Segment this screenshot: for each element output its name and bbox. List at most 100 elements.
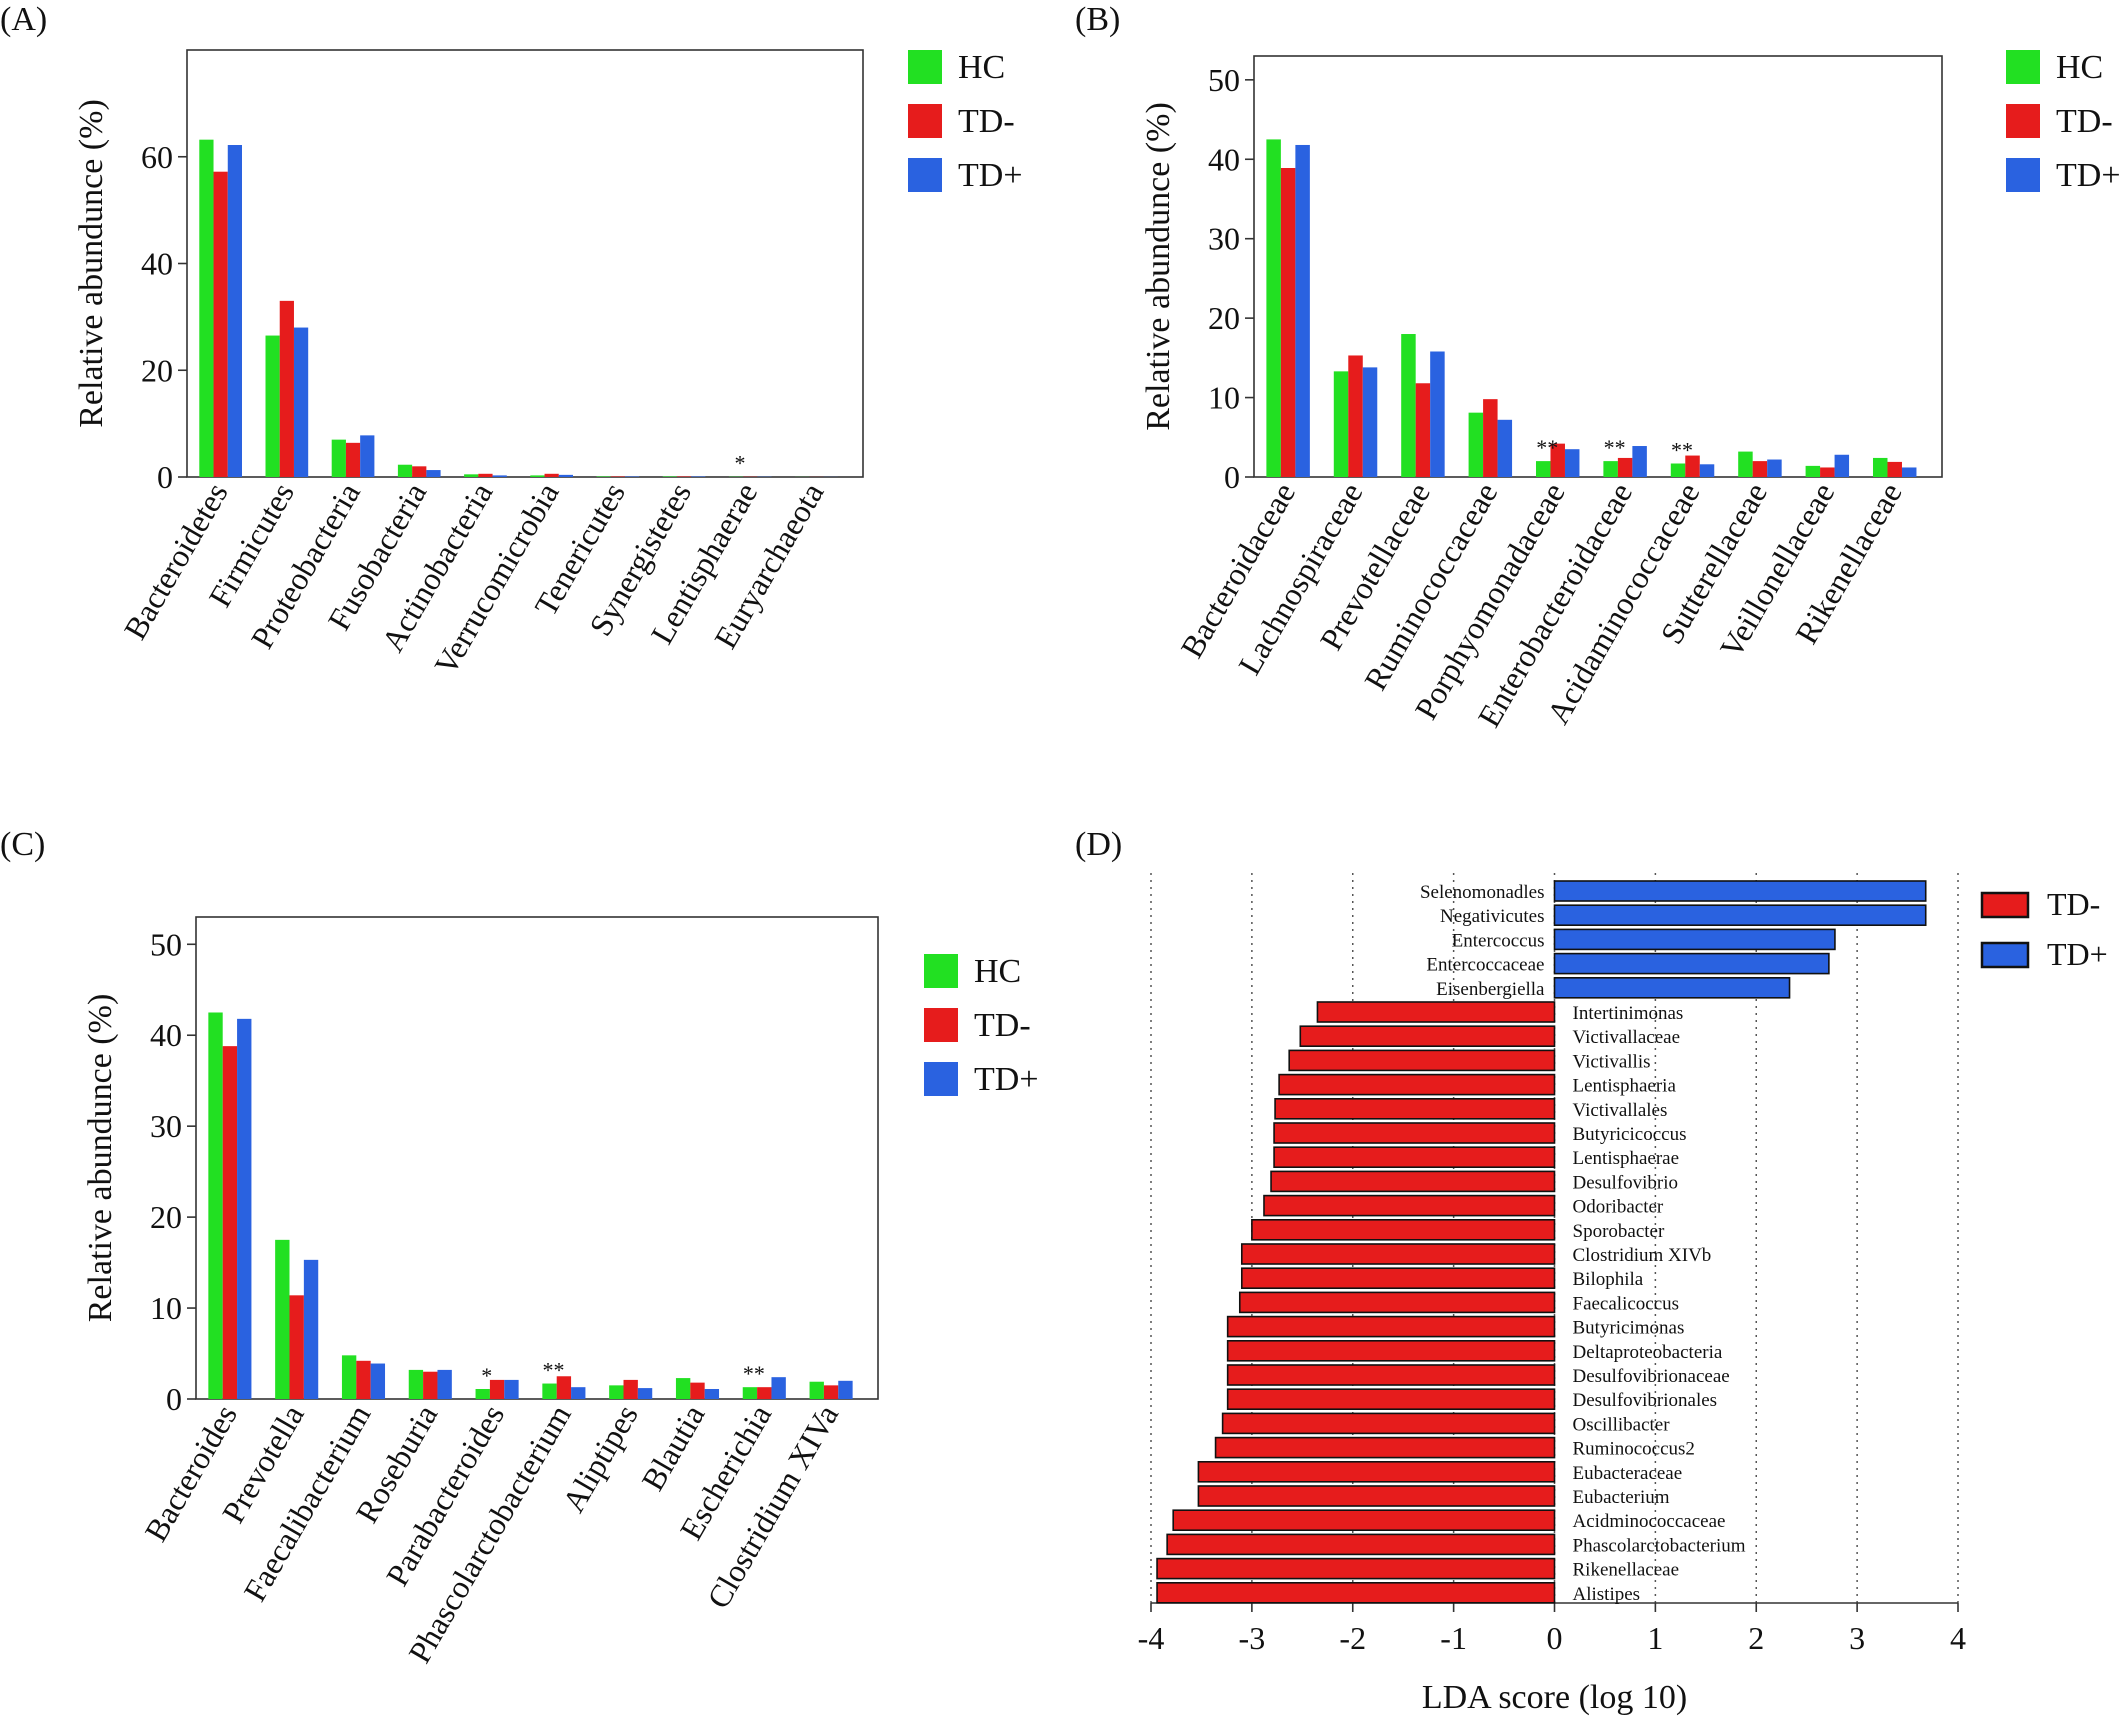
legend-swatch-hc (2006, 50, 2040, 84)
bar-hc-escherichia (742, 1387, 758, 1399)
panel-lda: (D) -4 -3 -2 -1 0 1 2 3 4 LDA score (log 10) Seleno… (1075, 826, 2108, 1716)
bar-td-enterobacteroidaceae (1617, 457, 1633, 477)
bar-hc-actinobacteria (464, 474, 479, 477)
bar-td-rikenellaceae (1887, 461, 1902, 477)
x-tick-label: 4 (1950, 1620, 1966, 1656)
bar-label: Lentisphaeria (1573, 1076, 1677, 1097)
bar-label: Butyricicoccus (1573, 1124, 1687, 1145)
bar-td-fusobacteria (412, 466, 427, 477)
legend-label-hc: HC (958, 49, 1005, 86)
bar-label: Alistipes (1573, 1584, 1641, 1605)
bar-td-porphyomonadaceae (1550, 443, 1565, 477)
x-tick-label: 0 (1547, 1620, 1563, 1656)
bar-td-entercoccus (1553, 928, 1836, 951)
y-axis-label: Relative abundunce (%) (73, 99, 110, 428)
bar-td-tenericutes (624, 476, 640, 477)
bar-td-butyricicoccus (1273, 1122, 1556, 1144)
bar-td-veillonellaceae (1820, 467, 1835, 477)
bar-td-parabacteroides (489, 1379, 505, 1399)
legend-swatch-td (924, 1062, 958, 1096)
x-axis-label: LDA score (log 10) (1422, 1679, 1687, 1716)
y-tick-label: 30 (1208, 221, 1240, 257)
bar-td-parabacteroides (504, 1379, 519, 1399)
significance-marker: * (481, 1363, 492, 1388)
bar-td-faecalibacterium (370, 1363, 386, 1399)
bar-td-desulfovibrionaceae (1226, 1364, 1556, 1386)
bar-label: Oscillibacter (1573, 1414, 1671, 1435)
panel-0: (A) 0 20 40 60 Relative abundunce (%) Bacteroi… (0, 1, 1023, 681)
bar-td-bacteroidetes (213, 171, 228, 477)
bar-td-clostridium-xiva (838, 1380, 853, 1399)
bar-td-rikenellaceae (1156, 1557, 1556, 1580)
bar-td-entercoccaceae (1553, 952, 1830, 975)
y-tick-label: 50 (1208, 62, 1240, 98)
bar-label: Victivallis (1573, 1051, 1651, 1072)
bar-hc-bacteroidaceae (1266, 139, 1281, 478)
y-tick-label: 40 (141, 246, 173, 282)
significance-marker: ** (1604, 435, 1626, 460)
bar-hc-enterobacteroidaceae (1603, 461, 1618, 477)
bar-hc-rikenellaceae (1872, 457, 1888, 477)
y-tick-label: 40 (150, 1017, 182, 1053)
y-tick-label: 0 (166, 1381, 182, 1417)
legend-label-hc: HC (974, 953, 1021, 990)
y-axis-label: Relative abundunce (%) (1140, 102, 1177, 431)
bar-hc-lachnospiraceae (1333, 371, 1349, 477)
bar-td-alistipes (1156, 1582, 1556, 1604)
bar-td-rikenellaceae (1901, 467, 1917, 477)
legend-label-td: TD- (958, 103, 1015, 140)
plot-frame (1253, 55, 1943, 478)
bar-label: Phascolarctobacterium (1573, 1535, 1746, 1556)
bar-td-victivallaceae (1299, 1025, 1556, 1047)
bar-td-tenericutes (610, 476, 625, 477)
bar-td-bacteroidaceae (1280, 168, 1296, 477)
panel-label: (C) (0, 826, 45, 863)
legend-swatch-td (924, 1008, 958, 1042)
x-tick-label: 2 (1748, 1620, 1764, 1656)
bar-hc-parabacteroides (475, 1388, 490, 1399)
bar-td-fusobacteria (426, 470, 441, 477)
legend-swatch-td (908, 104, 942, 138)
bar-td-actinobacteria (492, 475, 507, 477)
bar-td-phascolarctobacterium (571, 1387, 586, 1399)
bar-td-bilophila (1240, 1267, 1556, 1289)
bar-hc-synergistetes (662, 476, 677, 477)
bar-td-eisenbergiella (1553, 976, 1791, 999)
bar-hc-proteobacteria (331, 439, 346, 477)
x-tick-label: Bacteroidetes (116, 477, 234, 646)
bar-label: Negativicutes (1440, 906, 1544, 927)
bar-label: Acidminococcaceae (1573, 1511, 1726, 1532)
bar-td-verrucomicrobia (558, 474, 573, 477)
legend-label-td: TD- (2047, 886, 2100, 922)
bar-label: Selenomonadles (1420, 882, 1545, 903)
bar-td-firmicutes (293, 327, 309, 477)
bar-td-veillonellaceae (1834, 454, 1850, 477)
x-tick-label: -1 (1440, 1620, 1467, 1656)
bar-td-bacteroidetes (227, 145, 242, 477)
bar-td-porphyomonadaceae (1564, 449, 1580, 477)
bar-td-lachnospiraceae (1348, 355, 1363, 477)
bar-td-blautia (704, 1388, 720, 1399)
bar-td-prevotella (303, 1259, 319, 1399)
bar-td-desulfovibrionales (1226, 1388, 1556, 1410)
bar-td-prevotellaceae (1430, 351, 1445, 477)
legend-label-td: TD+ (958, 157, 1023, 194)
bar-td-oscillibacter (1221, 1412, 1556, 1435)
significance-marker: ** (1536, 435, 1558, 460)
bar-td-prevotellaceae (1415, 383, 1431, 477)
legend-label-td: TD- (974, 1007, 1031, 1044)
bar-label: Entercoccus (1452, 930, 1545, 951)
bar-td-victivallis (1288, 1049, 1556, 1072)
bar-td-faecalibacterium (356, 1360, 371, 1399)
bar-label: Desulfovibrionaceae (1573, 1366, 1730, 1387)
bar-td-clostridium-xivb (1240, 1243, 1556, 1265)
x-tick-label: -3 (1239, 1620, 1266, 1656)
y-tick-label: 50 (150, 926, 182, 962)
y-tick-label: 10 (150, 1290, 182, 1326)
bar-hc-sutterellaceae (1738, 451, 1753, 477)
bar-label: Victivallaceae (1573, 1027, 1681, 1048)
panel-2: (C) 0 10 20 30 40 50 Relative abundunce (%) Bact… (0, 826, 1039, 1669)
legend-swatch-td (908, 158, 942, 192)
bar-td-victivallales (1274, 1098, 1556, 1120)
significance-marker: ** (543, 1358, 565, 1383)
